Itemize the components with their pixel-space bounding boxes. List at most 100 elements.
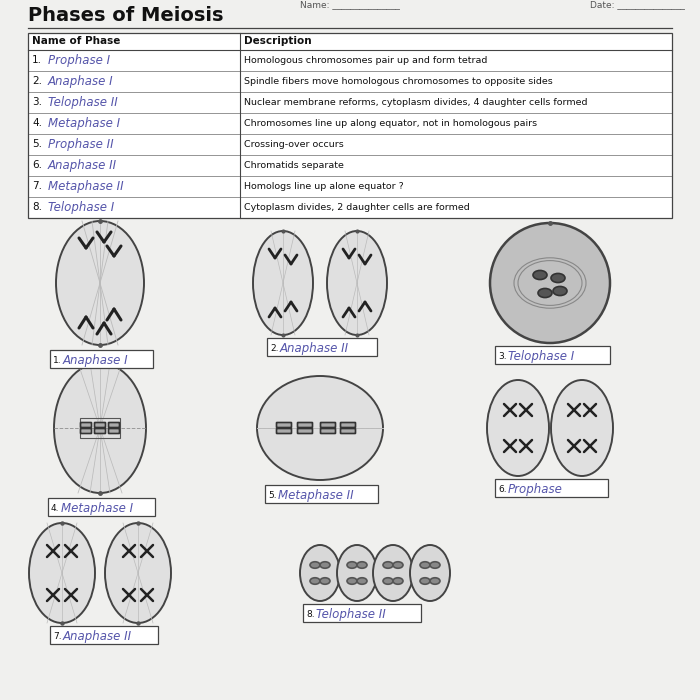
Text: 7.: 7. <box>32 181 42 191</box>
Ellipse shape <box>420 578 430 584</box>
Text: Telophase II: Telophase II <box>316 608 386 621</box>
Ellipse shape <box>551 274 565 283</box>
Ellipse shape <box>105 523 171 623</box>
Ellipse shape <box>337 545 377 601</box>
Ellipse shape <box>310 561 320 568</box>
Bar <box>265 485 378 503</box>
Ellipse shape <box>310 578 320 584</box>
FancyBboxPatch shape <box>321 423 335 428</box>
Bar <box>267 338 377 356</box>
FancyBboxPatch shape <box>94 423 106 428</box>
FancyBboxPatch shape <box>80 423 92 428</box>
Text: Metaphase II: Metaphase II <box>278 489 354 502</box>
Ellipse shape <box>347 578 357 584</box>
Text: 2.: 2. <box>32 76 42 86</box>
Ellipse shape <box>56 221 144 345</box>
Ellipse shape <box>393 578 403 584</box>
Text: Metaphase I: Metaphase I <box>61 502 133 515</box>
Text: Telophase II: Telophase II <box>48 96 118 109</box>
Ellipse shape <box>320 578 330 584</box>
Ellipse shape <box>430 561 440 568</box>
Text: 3.: 3. <box>32 97 42 107</box>
Text: Phases of Meiosis: Phases of Meiosis <box>28 6 223 25</box>
Text: 3.: 3. <box>498 352 507 361</box>
FancyBboxPatch shape <box>340 428 356 433</box>
Ellipse shape <box>320 561 330 568</box>
Text: 5.: 5. <box>268 491 277 500</box>
FancyBboxPatch shape <box>94 428 106 433</box>
Ellipse shape <box>393 561 403 568</box>
Text: Homologous chromosomes pair up and form tetrad: Homologous chromosomes pair up and form … <box>244 56 487 65</box>
Ellipse shape <box>357 578 367 584</box>
Ellipse shape <box>410 545 450 601</box>
Text: Anaphase II: Anaphase II <box>63 630 132 643</box>
Text: Anaphase I: Anaphase I <box>48 75 113 88</box>
Text: Anaphase II: Anaphase II <box>280 342 349 355</box>
Ellipse shape <box>357 561 367 568</box>
FancyBboxPatch shape <box>108 423 120 428</box>
Text: 4.: 4. <box>32 118 42 128</box>
Text: 5.: 5. <box>32 139 42 149</box>
Text: 1.: 1. <box>32 55 42 65</box>
FancyBboxPatch shape <box>298 423 312 428</box>
Bar <box>495 346 610 364</box>
Ellipse shape <box>373 545 413 601</box>
Text: 6.: 6. <box>32 160 42 170</box>
FancyBboxPatch shape <box>340 423 356 428</box>
Text: Metaphase II: Metaphase II <box>48 180 124 193</box>
Text: Prophase I: Prophase I <box>48 54 110 67</box>
Ellipse shape <box>551 380 613 476</box>
FancyBboxPatch shape <box>276 423 291 428</box>
FancyBboxPatch shape <box>108 428 120 433</box>
Ellipse shape <box>490 223 610 343</box>
FancyBboxPatch shape <box>321 428 335 433</box>
Text: 2.: 2. <box>270 344 279 353</box>
Text: Name of Phase: Name of Phase <box>32 36 120 46</box>
Ellipse shape <box>538 288 552 298</box>
Ellipse shape <box>420 561 430 568</box>
Text: Homologs line up alone equator ?: Homologs line up alone equator ? <box>244 182 404 191</box>
FancyBboxPatch shape <box>276 428 291 433</box>
Text: 7.: 7. <box>53 632 62 641</box>
Text: Nuclear membrane reforms, cytoplasm divides, 4 daughter cells formed: Nuclear membrane reforms, cytoplasm divi… <box>244 98 587 107</box>
Ellipse shape <box>383 561 393 568</box>
Text: Prophase: Prophase <box>508 483 563 496</box>
Text: 6.: 6. <box>498 485 507 494</box>
Bar <box>495 479 608 497</box>
Text: 4.: 4. <box>51 504 60 513</box>
Ellipse shape <box>347 561 357 568</box>
FancyBboxPatch shape <box>80 428 92 433</box>
Ellipse shape <box>533 270 547 279</box>
Ellipse shape <box>327 231 387 335</box>
Ellipse shape <box>54 363 146 493</box>
Text: Metaphase I: Metaphase I <box>48 117 120 130</box>
Ellipse shape <box>553 286 567 295</box>
Ellipse shape <box>29 523 95 623</box>
Text: Description: Description <box>244 36 312 46</box>
Text: Anaphase I: Anaphase I <box>63 354 129 367</box>
Text: Crossing-over occurs: Crossing-over occurs <box>244 140 344 149</box>
Ellipse shape <box>430 578 440 584</box>
Text: 8.: 8. <box>306 610 314 619</box>
Text: Name: _______________: Name: _______________ <box>300 0 400 9</box>
Bar <box>48 498 155 516</box>
Ellipse shape <box>253 231 313 335</box>
Ellipse shape <box>257 376 383 480</box>
Text: Chromatids separate: Chromatids separate <box>244 161 344 170</box>
Text: Cytoplasm divides, 2 daughter cells are formed: Cytoplasm divides, 2 daughter cells are … <box>244 203 470 212</box>
Text: Prophase II: Prophase II <box>48 138 113 151</box>
FancyBboxPatch shape <box>298 428 312 433</box>
Text: 8.: 8. <box>32 202 42 212</box>
Bar <box>50 626 158 644</box>
Bar <box>303 604 421 622</box>
Ellipse shape <box>487 380 549 476</box>
Ellipse shape <box>383 578 393 584</box>
Text: Date: _______________: Date: _______________ <box>590 0 685 9</box>
Text: Telophase I: Telophase I <box>508 350 574 363</box>
Text: Anaphase II: Anaphase II <box>48 159 117 172</box>
Text: Telophase I: Telophase I <box>48 201 114 214</box>
Bar <box>28 33 672 218</box>
Bar <box>50 350 153 368</box>
Text: Chromosomes line up along equator, not in homologous pairs: Chromosomes line up along equator, not i… <box>244 119 537 128</box>
Text: 1.: 1. <box>53 356 62 365</box>
